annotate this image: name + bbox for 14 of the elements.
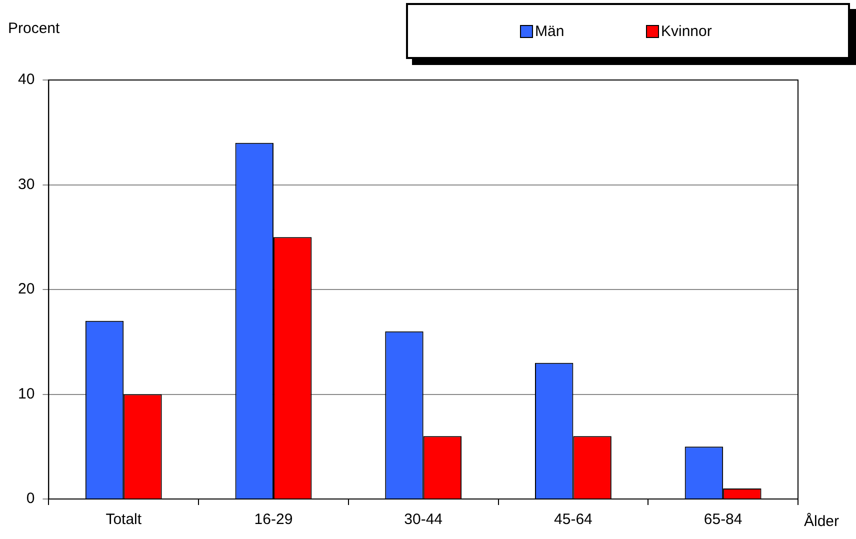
y-tick-label: 40 [18,71,35,88]
legend-label: Män [535,22,564,40]
x-tick-label: 65-84 [704,511,742,528]
x-tick-label: 30-44 [404,511,443,528]
y-tick-label: 30 [18,176,35,193]
x-tick-label: 16-29 [254,511,293,528]
y-tick-label: 20 [18,280,35,298]
x-tick-label: 45-64 [554,511,592,528]
y-tick-label: 0 [26,490,35,508]
x-tick-label: Totalt [106,511,142,528]
y-tick-label: 10 [18,385,35,402]
legend-label: Kvinnor [661,22,712,40]
x-axis-title: Ålder [804,513,840,530]
y-axis-title: Procent [8,20,60,37]
